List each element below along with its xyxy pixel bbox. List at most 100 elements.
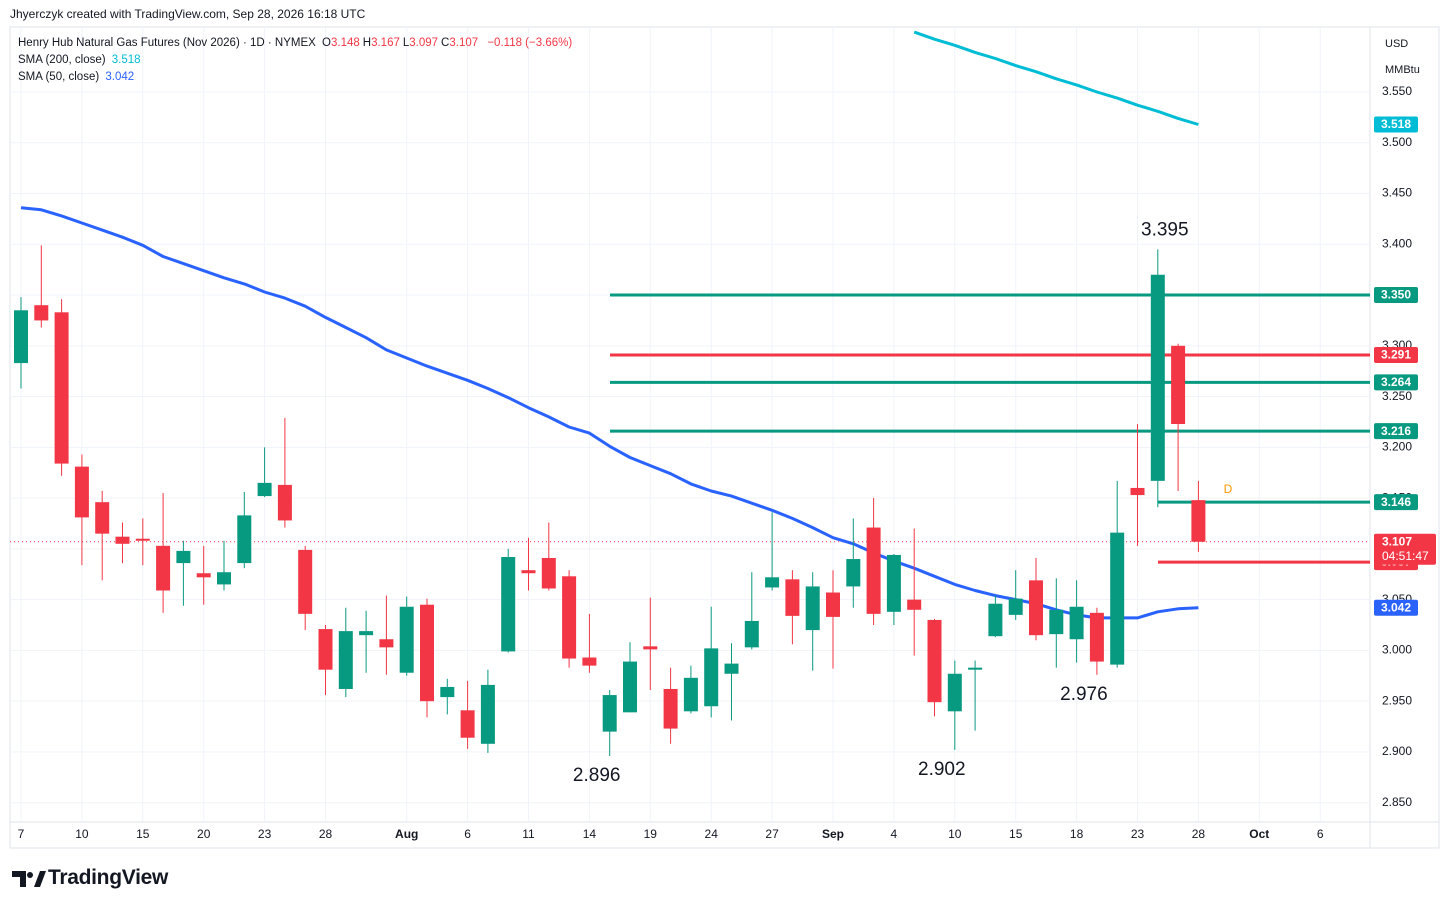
candle-body bbox=[968, 667, 983, 670]
y-tick-label: 2.900 bbox=[1382, 744, 1412, 758]
price-tag-label: 3.350 bbox=[1381, 288, 1411, 302]
candle-body bbox=[886, 554, 901, 612]
price-tag-label: 3.518 bbox=[1381, 117, 1411, 131]
candle-body bbox=[54, 312, 69, 464]
logo-icon bbox=[12, 871, 46, 887]
brand: TradingView bbox=[48, 866, 169, 889]
x-tick-label: 14 bbox=[583, 827, 597, 841]
candle-body bbox=[34, 305, 49, 321]
x-tick-label: 24 bbox=[705, 827, 719, 841]
y-tick-label: 3.000 bbox=[1382, 643, 1412, 657]
high-label: 3.395 bbox=[1141, 219, 1189, 240]
x-tick-label: 20 bbox=[197, 827, 211, 841]
last-price-tag bbox=[1374, 533, 1436, 565]
candle-body bbox=[907, 599, 922, 610]
x-tick-label: 23 bbox=[258, 827, 272, 841]
price-tag bbox=[1374, 374, 1418, 391]
x-tick-label: 4 bbox=[891, 827, 898, 841]
candle-body bbox=[724, 663, 739, 674]
candle-body bbox=[237, 515, 252, 564]
candle-body bbox=[1130, 487, 1145, 496]
ohlc-value: 3.148 bbox=[330, 37, 360, 49]
candle-body bbox=[298, 549, 313, 614]
x-tick-label: 6 bbox=[1317, 827, 1324, 841]
x-tick-label: 10 bbox=[75, 827, 89, 841]
candle-body bbox=[846, 559, 861, 587]
candle-body bbox=[440, 686, 455, 698]
x-tick-label: 15 bbox=[136, 827, 150, 841]
candle-body bbox=[399, 606, 414, 673]
candle-body bbox=[115, 536, 130, 544]
x-tick-label: 11 bbox=[522, 827, 535, 841]
candle-body bbox=[826, 592, 840, 617]
candle-body bbox=[1171, 345, 1186, 424]
change: −0.118 (−3.66%) bbox=[487, 37, 573, 49]
legend-main: Henry Hub Natural Gas Futures (Nov 2026)… bbox=[18, 35, 575, 52]
x-tick-label: 19 bbox=[644, 827, 658, 841]
legend: Henry Hub Natural Gas Futures (Nov 2026)… bbox=[18, 35, 575, 86]
candle-body bbox=[744, 620, 759, 648]
candle-body bbox=[501, 556, 516, 652]
price-tag-label: 3.146 bbox=[1381, 495, 1411, 509]
candle-body bbox=[420, 604, 434, 702]
price-tag bbox=[1374, 599, 1418, 616]
header: Jhyerczyk created with TradingView.com, … bbox=[10, 7, 366, 21]
event-marker: D bbox=[1224, 482, 1233, 496]
price-tag-label: 3.216 bbox=[1381, 424, 1411, 438]
series-name: SMA (200, close) bbox=[18, 54, 106, 66]
y-tick-label: 3.450 bbox=[1382, 186, 1412, 200]
plot: 3.395 2.896 2.902 2.976 D bbox=[10, 30, 1370, 786]
candle-body bbox=[1049, 609, 1064, 635]
candle-body bbox=[623, 661, 637, 713]
sma-line bbox=[913, 30, 1199, 126]
y-tick-label: 3.550 bbox=[1382, 84, 1412, 98]
x-tick-label: 28 bbox=[1192, 827, 1206, 841]
y-tick-label: 2.850 bbox=[1382, 795, 1412, 809]
price-tag bbox=[1374, 116, 1418, 133]
candle-body bbox=[257, 482, 272, 497]
ohlc-key: H bbox=[362, 37, 372, 49]
candle-body bbox=[74, 466, 89, 518]
low-label: 2.902 bbox=[918, 759, 966, 780]
candle-body bbox=[277, 484, 292, 521]
candle-body bbox=[1029, 580, 1043, 636]
candle-body bbox=[805, 586, 820, 631]
y-tick-label: 2.950 bbox=[1382, 693, 1412, 707]
x-tick-label: Sep bbox=[822, 827, 844, 841]
ohlc-value: 3.097 bbox=[409, 37, 439, 49]
x-tick-label: 27 bbox=[765, 827, 779, 841]
price-tag bbox=[1374, 423, 1418, 440]
candle-body bbox=[643, 646, 658, 650]
low-label: 2.976 bbox=[1060, 684, 1108, 705]
x-tick-label: 15 bbox=[1009, 827, 1023, 841]
x-tick-label: 23 bbox=[1131, 827, 1145, 841]
candle-body bbox=[765, 577, 780, 588]
price-tag bbox=[1374, 346, 1418, 363]
candle-body bbox=[663, 688, 678, 729]
ohlc: O3.148 H3.167 L3.097 C3.107 bbox=[322, 37, 481, 49]
candle-body bbox=[947, 673, 962, 712]
candle-body bbox=[135, 538, 150, 541]
x-tick-label: 6 bbox=[464, 827, 471, 841]
price-tag-label: 3.264 bbox=[1381, 375, 1411, 389]
candle-body bbox=[1008, 598, 1023, 615]
candle-body bbox=[217, 572, 231, 585]
x-tick-label: 28 bbox=[319, 827, 333, 841]
price-axis: USD MMBtu 2.8502.9002.9503.0003.0503.100… bbox=[18, 38, 1436, 841]
candle-body bbox=[318, 629, 333, 670]
x-tick-label: 10 bbox=[948, 827, 962, 841]
candle-body bbox=[359, 631, 374, 636]
candle-body bbox=[95, 502, 110, 534]
candle-body bbox=[1069, 606, 1084, 640]
candle-body bbox=[582, 657, 597, 666]
candle-body bbox=[562, 576, 577, 659]
y-tick-label: 3.500 bbox=[1382, 135, 1412, 149]
x-tick-label: Oct bbox=[1249, 827, 1269, 841]
price-tag-label: 3.291 bbox=[1381, 348, 1411, 362]
legend-title: Henry Hub Natural Gas Futures (Nov 2026)… bbox=[18, 37, 316, 49]
y-tick-label: 3.400 bbox=[1382, 236, 1412, 250]
x-tick-label: 18 bbox=[1070, 827, 1084, 841]
y-tick-label: 3.200 bbox=[1382, 440, 1412, 454]
ohlc-key: O bbox=[322, 37, 331, 49]
